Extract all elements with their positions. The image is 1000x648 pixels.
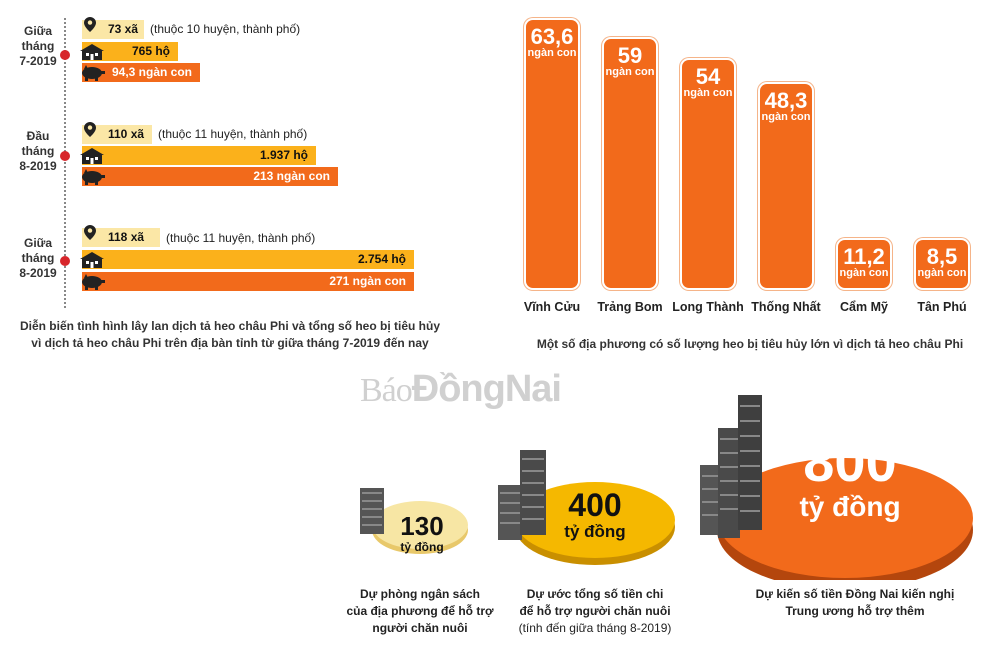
period-label: Đầu tháng 8-2019 [18,129,58,174]
period-label-line: 8-2019 [19,266,57,280]
chart-value-number: 63,6 [530,24,574,49]
chart-category-label: Thống Nhất [751,300,821,314]
caption-line: vì dịch tả heo châu Phi trên địa bàn tỉn… [31,336,429,350]
timeline-axis [64,18,66,308]
money-stack-icon [498,450,546,540]
chart-value-label: 54 ngàn con [682,66,734,99]
pig-icon [82,169,105,185]
budget-400: 400 tỷ đồng [530,488,660,542]
chart-value-unit: ngàn con [839,267,889,279]
house-icon [80,252,104,268]
chart-value-label: 59 ngàn con [604,45,656,78]
chart-bar [604,39,656,288]
chart-bar [916,240,968,288]
pig-icon [82,274,105,290]
pig-bar: 94,3 ngàn con [82,63,200,82]
period-label-line: Đầu [26,129,50,143]
budget-caption-130: Dự phòng ngân sách của địa phương để hỗ … [346,587,494,635]
money-stack-icon [360,488,384,534]
chart-bar [682,60,734,288]
chart-category-label: Cẩm Mỹ [840,300,888,314]
period-label: Giữa tháng 7-2019 [18,24,58,69]
budget-amount: 130 [400,511,444,541]
chart-value-label: 63,6 ngàn con [526,26,578,59]
house-icon [80,148,104,164]
budget-disc-130-top [372,501,468,549]
location-pin-icon [84,122,96,137]
household-bar: 2.754 hộ [82,250,414,269]
chart-value-number: 11,2 [843,244,885,269]
pig-bar: 271 ngàn con [82,272,414,291]
commune-note: (thuộc 11 huyện, thành phố) [158,127,308,141]
period-label-line: tháng [21,144,55,158]
commune-bar: 73 xã [82,20,144,39]
commune-bar: 110 xã [82,125,152,144]
money-stack-icon [700,395,762,538]
chart-value-unit: ngàn con [527,47,577,59]
chart-category-label: Vĩnh Cửu [523,300,581,314]
chart-value-label: 48,3 ngàn con [760,90,812,123]
chart-value-unit: ngàn con [605,66,655,78]
period-label-line: tháng [21,251,55,265]
caption-line: Diễn biến tình hình lây lan dịch tả heo … [19,319,441,333]
chart-value-unit: ngàn con [683,87,733,99]
budget-amount: 800 [803,430,897,493]
watermark-logo: BáoĐồngNai [360,368,562,410]
period-label-line: 8-2019 [19,159,57,173]
chart-bar [526,20,578,288]
chart-value-label: 11,2 ngàn con [838,246,890,279]
budget-unit: tỷ đồng [799,491,901,522]
budget-caption-400: Dự ước tổng số tiền chi để hỗ trợ người … [518,587,672,635]
chart-value-number: 54 [695,64,721,89]
household-bar: 1.937 hộ [82,146,316,165]
timeline-dot [60,50,70,60]
left-caption: Diễn biến tình hình lây lan dịch tả heo … [0,318,460,352]
budget-800: 800 tỷ đồng [765,432,935,522]
chart-category-label: Trảng Bom [597,300,663,314]
timeline-dot [60,151,70,161]
household-bar: 765 hộ [82,42,178,61]
period-label: Giữa tháng 8-2019 [18,236,58,281]
timeline-dot [60,256,70,266]
chart-category-label: Long Thành [672,300,744,314]
budget-caption-800: Dự kiến số tiền Đồng Nai kiến nghị Trung… [755,587,955,618]
budget-disc-400-top [515,482,675,558]
pig-bar: 213 ngàn con [82,167,338,186]
bar-chart: 63,6 ngàn con Vĩnh Cửu 59 ngàn con Trảng Bom 5… [500,0,1000,320]
chart-value-unit: ngàn con [917,267,967,279]
budget-amount: 400 [568,487,622,523]
location-pin-icon [84,17,96,32]
period-label-line: 7-2019 [19,54,57,68]
commune-note: (thuộc 10 huyện, thành phố) [150,22,301,36]
chart-bar [838,240,890,288]
budget-disc-800-top [717,458,973,578]
budget-unit: tỷ đồng [400,540,444,554]
right-caption: Một số địa phương có số lượng heo bị tiê… [536,337,964,351]
location-pin-icon [84,225,96,240]
budget-unit: tỷ đồng [564,522,626,541]
chart-value-number: 59 [617,43,643,68]
period-label-line: Giữa [23,24,53,38]
chart-bar [760,84,812,288]
budget-130: 130 tỷ đồng [372,512,472,554]
commune-note: (thuộc 11 huyện, thành phố) [166,231,316,245]
chart-value-number: 8,5 [926,244,958,269]
chart-value-label: 8,5 ngàn con [916,246,968,279]
period-label-line: tháng [21,39,55,53]
chart-category-label: Tân Phú [917,300,967,314]
commune-bar: 118 xã [82,228,160,247]
period-label-line: Giữa [23,236,53,250]
chart-value-number: 48,3 [764,88,808,113]
budget-illustration [360,395,973,580]
pig-icon [82,65,105,81]
house-icon [80,44,104,60]
chart-value-unit: ngàn con [761,111,811,123]
